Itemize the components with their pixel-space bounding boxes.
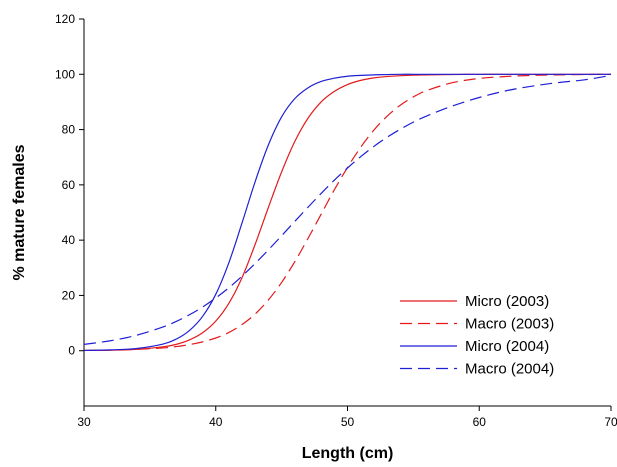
y-tick-label: 40 bbox=[62, 233, 76, 247]
y-tick-label: 100 bbox=[55, 67, 75, 81]
legend-label: Micro (2004) bbox=[465, 338, 549, 355]
x-tick-label: 70 bbox=[604, 415, 617, 429]
legend: Micro (2003) Macro (2003) Micro (2004) Macr… bbox=[400, 293, 554, 378]
axes: 0 20 40 60 80 100 120 30 40 50 60 70 bbox=[55, 12, 617, 429]
x-tick-label: 30 bbox=[77, 415, 91, 429]
y-tick-label: 60 bbox=[62, 178, 76, 192]
y-axis-title: % mature females bbox=[11, 144, 28, 280]
y-tick-label: 80 bbox=[62, 123, 76, 137]
legend-label: Macro (2004) bbox=[465, 361, 554, 378]
x-axis-title: Length (cm) bbox=[302, 445, 394, 462]
x-tick-label: 40 bbox=[209, 415, 223, 429]
x-tick-label: 50 bbox=[341, 415, 355, 429]
x-tick-label: 60 bbox=[473, 415, 487, 429]
plot-series bbox=[83, 73, 612, 352]
legend-label: Micro (2003) bbox=[465, 293, 549, 310]
y-tick-label: 20 bbox=[62, 288, 76, 302]
legend-label: Macro (2003) bbox=[465, 316, 554, 333]
series-line-4 bbox=[83, 74, 612, 345]
series-line-3 bbox=[83, 73, 611, 352]
y-tick-label: 120 bbox=[55, 12, 75, 26]
series-line-2 bbox=[83, 73, 612, 352]
y-tick-label: 0 bbox=[68, 344, 75, 358]
